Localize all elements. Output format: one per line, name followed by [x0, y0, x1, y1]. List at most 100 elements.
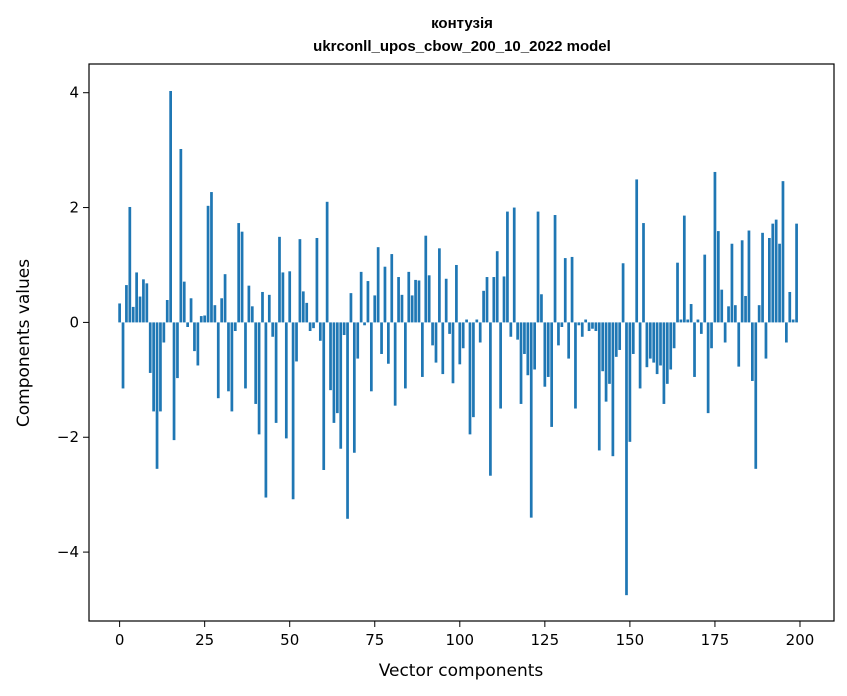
- bar-166: [682, 215, 686, 323]
- bar-162: [669, 322, 673, 370]
- bar-89: [421, 322, 424, 377]
- bar-47: [278, 236, 281, 323]
- bar-139: [591, 322, 594, 329]
- bar-197: [788, 291, 792, 323]
- bar-3: [128, 206, 132, 323]
- y-tick-label: 4: [69, 84, 79, 102]
- bar-170: [696, 319, 700, 323]
- bar-165: [679, 319, 683, 323]
- bar-44: [267, 294, 271, 323]
- bar-118: [519, 322, 523, 404]
- bar-163: [672, 322, 676, 349]
- bar-77: [380, 322, 383, 354]
- bar-84: [404, 322, 407, 389]
- bar-181: [733, 305, 737, 323]
- bar-183: [740, 240, 744, 323]
- bar-132: [567, 322, 571, 359]
- bar-43: [264, 322, 268, 498]
- bar-14: [165, 300, 169, 323]
- bars-group: [118, 90, 798, 596]
- bar-17: [176, 322, 179, 379]
- bar-6: [138, 296, 142, 323]
- bar-168: [689, 304, 693, 323]
- bar-115: [509, 322, 513, 337]
- bar-72: [363, 322, 366, 326]
- bar-20: [186, 322, 190, 327]
- bar-141: [597, 322, 601, 451]
- bar-185: [747, 230, 751, 323]
- y-tick-label: 0: [69, 313, 79, 331]
- bar-122: [533, 322, 536, 370]
- bar-38: [247, 285, 251, 323]
- bar-83: [400, 294, 404, 323]
- chart-title: контузія: [431, 15, 493, 32]
- bar-164: [676, 262, 679, 323]
- bar-171: [699, 322, 703, 334]
- bar-50: [288, 271, 292, 323]
- bar-70: [356, 322, 360, 359]
- bar-2: [125, 285, 128, 323]
- bar-55: [305, 302, 309, 323]
- bar-99: [455, 264, 458, 323]
- bar-136: [580, 322, 584, 337]
- bar-112: [499, 322, 502, 409]
- bar-100: [458, 322, 462, 365]
- bar-179: [727, 306, 730, 323]
- bar-109: [489, 322, 492, 476]
- bar-145: [611, 322, 615, 457]
- bar-62: [329, 322, 332, 391]
- bar-66: [342, 322, 346, 336]
- bar-28: [213, 305, 217, 323]
- y-tick-label: 2: [69, 199, 79, 217]
- bar-23: [196, 322, 200, 366]
- bar-120: [526, 322, 530, 376]
- bar-149: [625, 322, 628, 596]
- bar-97: [448, 322, 451, 334]
- x-tick-label: 25: [195, 631, 214, 649]
- bar-125: [543, 322, 547, 387]
- bar-93: [434, 322, 438, 363]
- bar-63: [332, 322, 336, 423]
- bar-113: [502, 276, 506, 323]
- bar-193: [774, 219, 778, 323]
- bar-146: [614, 322, 618, 357]
- bar-74: [369, 322, 373, 392]
- bar-186: [751, 322, 754, 381]
- bar-177: [720, 289, 724, 323]
- bar-131: [563, 258, 567, 323]
- bar-25: [203, 315, 207, 323]
- bar-199: [795, 223, 798, 323]
- bar-178: [723, 322, 727, 343]
- bar-85: [407, 271, 411, 323]
- bar-65: [339, 322, 343, 449]
- bar-90: [424, 235, 428, 323]
- bar-103: [468, 322, 472, 435]
- bar-36: [240, 231, 244, 323]
- bar-148: [621, 263, 625, 323]
- bar-42: [261, 291, 264, 323]
- y-tick-label: −2: [57, 428, 79, 446]
- x-tick-label: 75: [365, 631, 384, 649]
- x-axis-label: Vector components: [379, 661, 544, 681]
- bar-169: [693, 322, 696, 377]
- bar-127: [550, 322, 554, 427]
- bar-180: [730, 243, 734, 323]
- bar-108: [485, 277, 489, 323]
- bar-79: [387, 322, 390, 364]
- bar-150: [628, 322, 632, 442]
- bar-56: [308, 322, 312, 332]
- bar-39: [250, 306, 254, 323]
- bar-51: [291, 322, 295, 500]
- bar-60: [322, 322, 326, 470]
- bar-34: [233, 322, 237, 332]
- bar-69: [352, 322, 356, 453]
- bar-158: [655, 322, 659, 375]
- bar-87: [414, 279, 417, 323]
- x-tick-label: 125: [531, 631, 560, 649]
- bar-68: [349, 293, 353, 323]
- bar-67: [346, 322, 349, 519]
- chart-subtitle: ukrconll_upos_cbow_200_10_2022 model: [313, 38, 611, 55]
- bar-107: [482, 290, 485, 323]
- bar-58: [315, 237, 319, 323]
